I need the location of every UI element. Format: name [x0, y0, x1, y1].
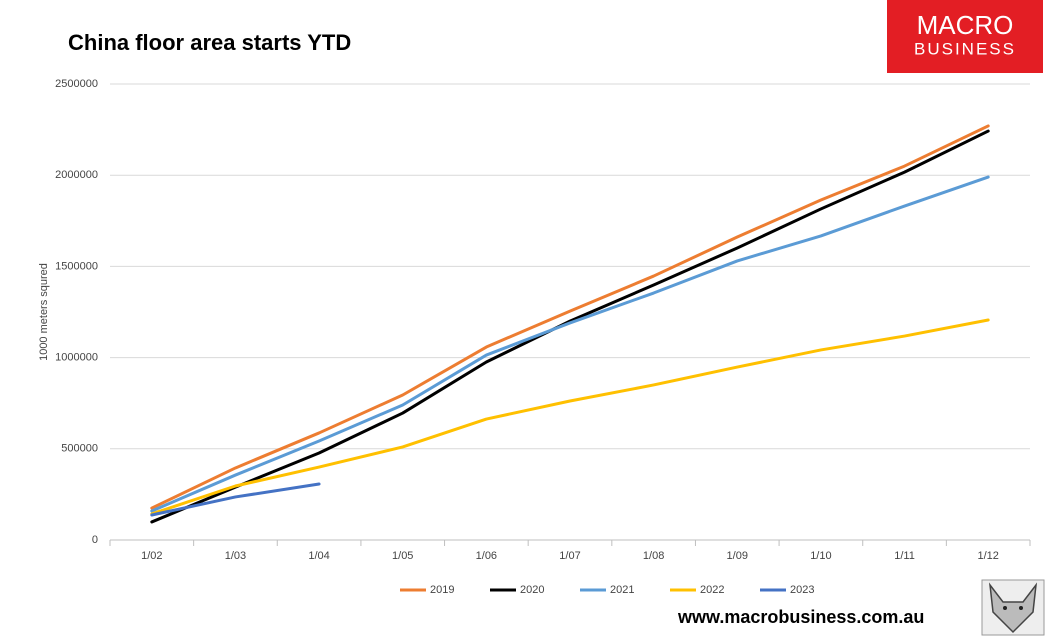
line: [150, 129, 990, 524]
x-tick-label: 1/11: [894, 550, 915, 562]
y-tick-label: 500000: [61, 443, 98, 455]
logo-text: MACRO: [917, 10, 1014, 40]
x-tick-label: 1/12: [977, 550, 998, 562]
x-tick-label: 1/09: [727, 550, 748, 562]
legend-label: 2019: [430, 584, 454, 596]
line: [150, 482, 321, 517]
line: [150, 175, 990, 513]
legend-label: 2023: [790, 584, 814, 596]
line: [150, 318, 990, 516]
website: www.macrobusiness.com.au: [677, 607, 924, 627]
legend-label: 2021: [610, 584, 634, 596]
x-tick-label: 1/03: [225, 550, 246, 562]
logo-text: BUSINESS: [914, 39, 1016, 58]
legend-label: 2022: [700, 584, 724, 596]
y-tick-label: 0: [92, 534, 98, 546]
x-tick-label: 1/08: [643, 550, 664, 562]
legend-label: 2020: [520, 584, 544, 596]
y-axis-label: 1000 meters squred: [38, 263, 50, 361]
y-tick-label: 2500000: [55, 78, 98, 90]
y-tick-label: 2000000: [55, 169, 98, 181]
x-tick-label: 1/02: [141, 550, 162, 562]
x-tick-label: 1/07: [559, 550, 580, 562]
y-tick-label: 1000000: [55, 352, 98, 364]
y-tick-label: 1500000: [55, 260, 98, 272]
logo-box: [887, 0, 1043, 73]
line: [150, 124, 990, 510]
x-tick-label: 1/06: [476, 550, 497, 562]
x-tick-label: 1/04: [308, 550, 329, 562]
x-tick-label: 1/05: [392, 550, 413, 562]
fox-icon: [981, 579, 1045, 636]
chart-title: China floor area starts YTD: [68, 30, 351, 55]
x-tick-label: 1/10: [810, 550, 831, 562]
